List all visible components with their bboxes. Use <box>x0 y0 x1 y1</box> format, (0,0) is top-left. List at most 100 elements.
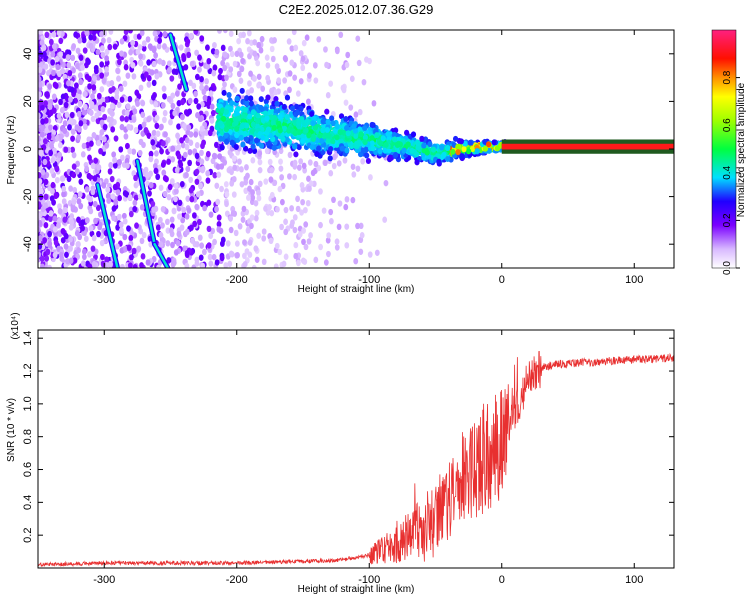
noise-cell <box>371 100 377 107</box>
noise-cell <box>131 73 137 80</box>
ridge-cell <box>317 132 323 139</box>
noise-cell <box>63 146 69 153</box>
noise-cell <box>157 58 163 65</box>
noise-cell <box>188 32 194 40</box>
ridge-cell <box>358 131 364 138</box>
noise-cell <box>60 175 66 182</box>
noise-cell <box>62 207 68 214</box>
noise-cell <box>104 55 109 62</box>
noise-cell <box>78 54 84 61</box>
ridge-cell <box>291 143 298 150</box>
noise-cell <box>301 227 307 234</box>
noise-cell <box>149 69 155 76</box>
noise-cell <box>217 153 223 160</box>
ridge-cell <box>338 138 344 145</box>
noise-cell <box>197 66 202 73</box>
noise-cell <box>127 147 133 155</box>
noise-cell <box>283 253 289 260</box>
noise-cell <box>155 173 161 181</box>
noise-cell <box>251 264 257 268</box>
noise-cell <box>97 223 103 231</box>
noise-cell <box>220 44 226 52</box>
noise-cell <box>186 124 192 131</box>
ridge-cell <box>377 148 383 155</box>
noise-cell <box>337 200 343 207</box>
noise-cell <box>70 146 76 153</box>
noise-cell <box>61 185 67 193</box>
noise-cell <box>116 75 121 82</box>
noise-cell <box>255 59 261 67</box>
noise-cell <box>211 152 217 160</box>
ridge-cell <box>309 144 315 151</box>
noise-cell <box>109 110 115 117</box>
noise-cell <box>62 127 68 134</box>
ridge-cell <box>264 115 270 122</box>
spectrogram-x-tick-label: -200 <box>226 274 248 286</box>
noise-cell <box>232 164 238 171</box>
noise-cell <box>98 147 103 155</box>
noise-cell <box>129 56 135 64</box>
ridge-cell <box>365 158 372 165</box>
noise-cell <box>250 157 256 164</box>
noise-cell <box>263 205 268 212</box>
noise-cell <box>292 159 298 167</box>
noise-cell <box>193 131 199 138</box>
noise-cell <box>274 63 280 70</box>
noise-cell <box>172 109 178 117</box>
noise-cell <box>99 119 105 126</box>
noise-cell <box>114 89 120 96</box>
noise-cell <box>134 222 139 229</box>
noise-cell <box>205 177 211 184</box>
colorbar-tick-label: 0.6 <box>722 118 733 132</box>
noise-cell <box>306 238 312 245</box>
noise-cell <box>157 37 162 44</box>
noise-cell <box>194 142 200 149</box>
noise-cell <box>163 131 168 138</box>
noise-cell <box>261 235 267 242</box>
noise-cell <box>158 231 164 239</box>
noise-cell <box>214 182 220 189</box>
noise-cell <box>99 239 105 247</box>
noise-cell <box>237 158 242 165</box>
noise-cell <box>175 132 180 139</box>
noise-cell <box>92 200 98 208</box>
noise-cell <box>132 205 138 213</box>
ridge-cell <box>369 121 375 128</box>
ridge-cell <box>458 138 464 145</box>
noise-cell <box>224 200 229 208</box>
noise-cell <box>109 103 115 110</box>
noise-cell <box>92 175 98 182</box>
noise-cell <box>77 126 82 133</box>
ridge-cell <box>360 147 366 154</box>
noise-cell <box>336 160 342 167</box>
noise-cell <box>275 206 280 213</box>
noise-cell <box>38 178 43 185</box>
noise-cell <box>98 211 103 218</box>
noise-cell <box>245 172 250 179</box>
noise-cell <box>292 74 298 81</box>
noise-cell <box>298 50 304 57</box>
noise-cell <box>131 116 137 123</box>
noise-cell <box>217 73 223 81</box>
ridge-cell <box>289 105 296 112</box>
noise-cell <box>241 31 246 39</box>
noise-cell <box>62 120 68 127</box>
noise-cell <box>245 227 251 234</box>
noise-cell <box>239 65 245 73</box>
noise-cell <box>174 167 180 174</box>
noise-cell <box>167 183 173 191</box>
noise-cell <box>348 104 354 111</box>
noise-cell <box>189 224 194 231</box>
noise-cell <box>253 245 259 252</box>
spectrogram-x-tick-label: 100 <box>625 274 643 286</box>
noise-cell <box>137 193 143 200</box>
noise-cell <box>210 109 216 117</box>
noise-cell <box>198 182 203 189</box>
colorbar-tick-label: 0.8 <box>722 70 733 84</box>
noise-cell <box>321 207 327 214</box>
noise-cell <box>132 108 138 115</box>
noise-cell <box>342 157 348 164</box>
ridge-cell <box>316 118 323 125</box>
noise-cell <box>109 116 114 124</box>
noise-cell <box>51 43 57 50</box>
